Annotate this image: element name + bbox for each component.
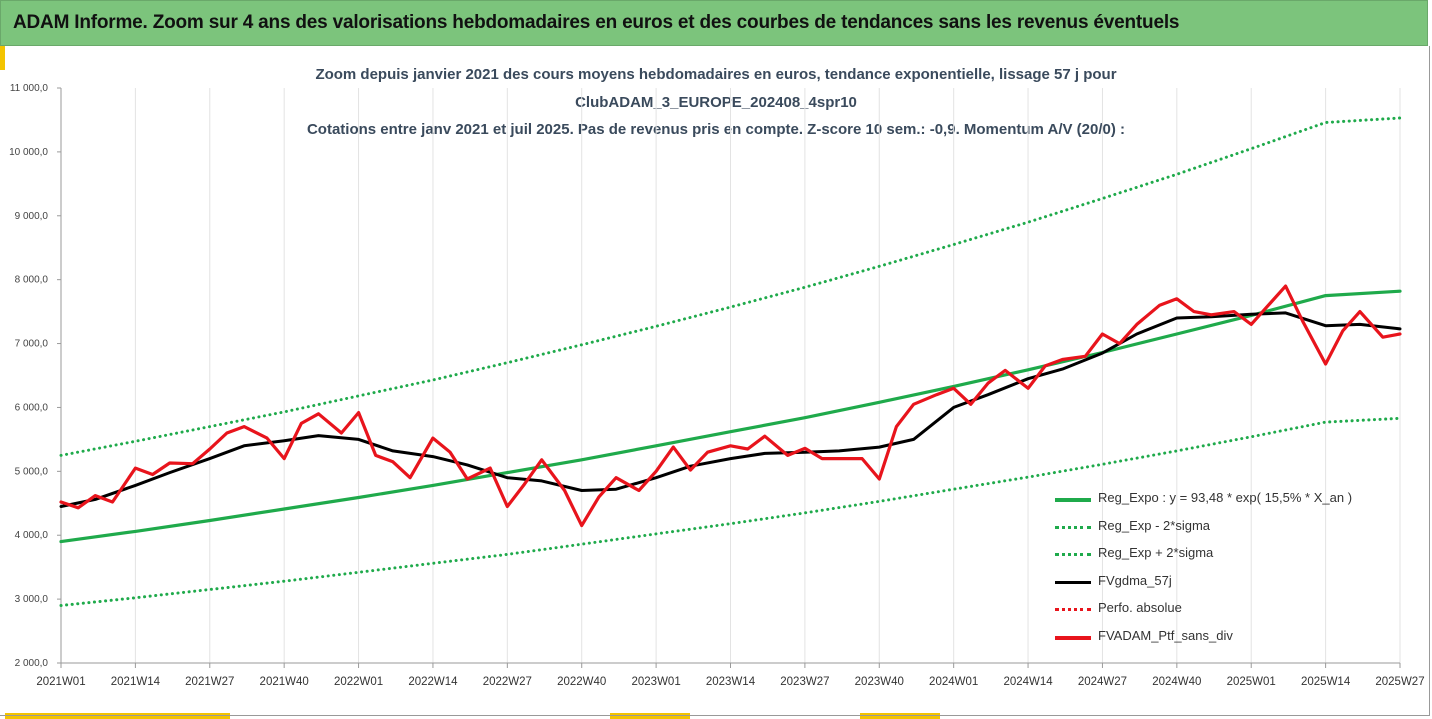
y-tick-label: 7 000,0 xyxy=(15,339,49,350)
y-tick-label: 8 000,0 xyxy=(15,275,49,286)
legend-item-perfo-absolue: Perfo. absolue xyxy=(1055,598,1395,626)
series-line-fvgdma-57j xyxy=(59,311,1402,508)
x-tick-label: 2021W14 xyxy=(111,676,161,688)
accent-bar xyxy=(610,713,690,719)
legend-item-reg-exp-minus: Reg_Exp - 2*sigma xyxy=(1055,516,1395,544)
x-tick-label: 2023W14 xyxy=(706,676,756,688)
accent-bar xyxy=(860,713,940,719)
x-tick-label: 2024W40 xyxy=(1152,676,1201,688)
legend-swatch xyxy=(1055,580,1091,584)
legend-label: FVADAM_Ptf_sans_div xyxy=(1098,627,1233,643)
x-tick-label: 2021W01 xyxy=(36,676,85,688)
legend-label: Reg_Exp + 2*sigma xyxy=(1098,545,1214,560)
x-tick-label: 2023W01 xyxy=(631,676,680,688)
x-tick-label: 2021W40 xyxy=(260,676,309,688)
legend-label: Reg_Exp - 2*sigma xyxy=(1098,517,1210,533)
legend-item-fvadam-ptf: FVADAM_Ptf_sans_div xyxy=(1055,626,1395,654)
series-line-reg-expo-y-93-48-exp-15-5-x-an- xyxy=(59,289,1402,544)
x-tick-label: 2022W27 xyxy=(483,676,532,688)
y-tick-label: 3 000,0 xyxy=(15,594,49,605)
legend-swatch xyxy=(1055,635,1091,640)
legend-swatch xyxy=(1055,525,1091,529)
chart-frame xyxy=(0,46,1430,716)
x-tick-label: 2021W27 xyxy=(185,676,234,688)
series-line-reg-exp-2-sigma xyxy=(59,416,1402,607)
accent-bar xyxy=(5,713,230,719)
x-tick-label: 2025W27 xyxy=(1375,676,1424,688)
y-tick-label: 4 000,0 xyxy=(15,530,49,541)
legend-item-reg-expo: Reg_Expo : y = 93,48 * exp( 15,5% * X_an… xyxy=(1055,488,1395,516)
legend-item-reg-exp-plus: Reg_Exp + 2*sigma xyxy=(1055,543,1395,571)
y-tick-label: 6 000,0 xyxy=(15,402,49,413)
header-banner: ADAM Informe. Zoom sur 4 ans des valoris… xyxy=(0,0,1428,46)
x-tick-label: 2024W01 xyxy=(929,676,978,688)
x-tick-label: 2024W14 xyxy=(1003,676,1053,688)
accent-bar xyxy=(0,46,5,70)
chart-title-line-1: Zoom depuis janvier 2021 des cours moyen… xyxy=(315,66,1117,83)
legend-label: Reg_Expo : y = 93,48 * exp( 15,5% * X_an… xyxy=(1098,490,1353,505)
y-tick-label: 10 000,0 xyxy=(9,147,48,158)
y-tick-label: 2 000,0 xyxy=(15,658,49,669)
chart-title-line-2: ClubADAM_3_EUROPE_202408_4spr10 xyxy=(575,94,857,111)
legend-swatch xyxy=(1055,608,1091,611)
series-line-fvadam-ptf-sans-div xyxy=(59,284,1402,528)
x-tick-label: 2025W01 xyxy=(1227,676,1276,688)
chart-title-line-3: Cotations entre janv 2021 et juil 2025. … xyxy=(306,121,1126,138)
chart-legend: Reg_Expo : y = 93,48 * exp( 15,5% * X_an… xyxy=(1055,488,1395,653)
legend-label: FVgdma_57j xyxy=(1098,572,1172,588)
x-tick-label: 2023W27 xyxy=(780,676,829,688)
x-tick-label: 2025W14 xyxy=(1301,676,1351,688)
report-title: ADAM Informe. Zoom sur 4 ans des valoris… xyxy=(13,12,1180,33)
x-tick-label: 2022W01 xyxy=(334,676,383,688)
x-tick-label: 2022W14 xyxy=(408,676,458,688)
y-tick-label: 9 000,0 xyxy=(15,211,49,222)
y-tick-label: 11 000,0 xyxy=(10,83,49,94)
x-tick-label: 2023W40 xyxy=(855,676,904,688)
legend-item-fvgdma: FVgdma_57j xyxy=(1055,571,1395,599)
x-tick-label: 2022W40 xyxy=(557,676,606,688)
y-tick-label: 5 000,0 xyxy=(15,466,49,477)
legend-swatch xyxy=(1055,498,1091,502)
legend-swatch xyxy=(1055,553,1091,556)
x-tick-label: 2024W27 xyxy=(1078,676,1127,688)
legend-label: Perfo. absolue xyxy=(1098,600,1182,615)
